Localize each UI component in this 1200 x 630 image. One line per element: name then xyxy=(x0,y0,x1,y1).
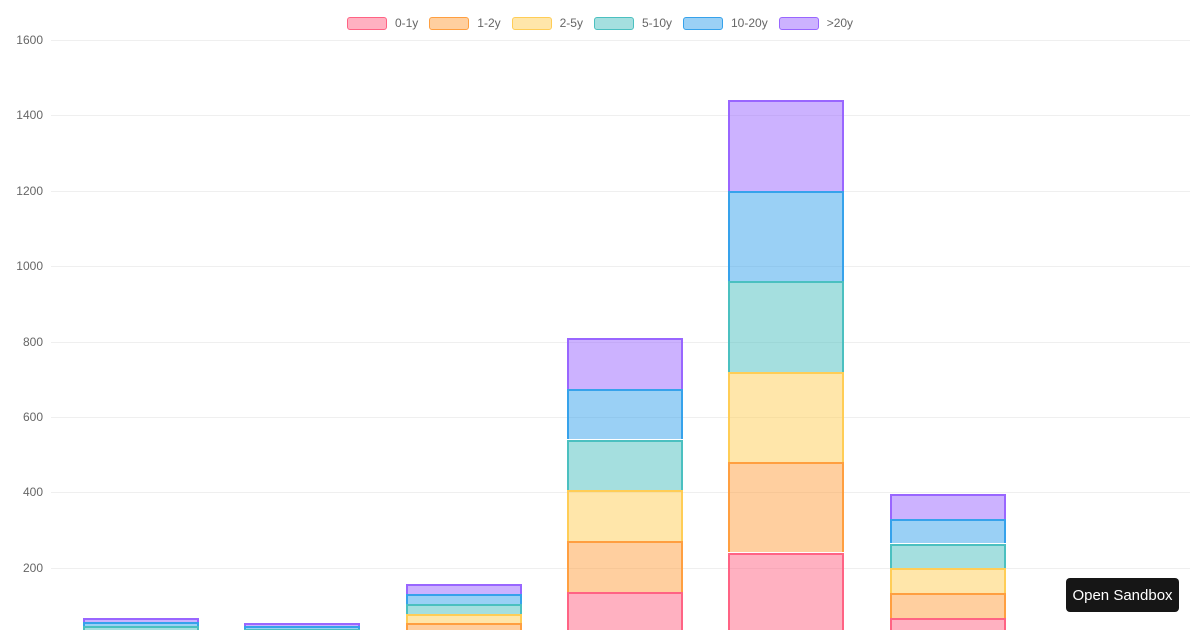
chart-legend: 0-1y 1-2y 2-5y 5-10y 10-20y >20y xyxy=(0,17,1200,30)
bar-segment->20y-bar2 xyxy=(244,622,361,626)
legend-swatch-icon xyxy=(429,17,470,30)
legend-swatch-icon xyxy=(593,17,634,30)
bar-segment-1-2y-bar4 xyxy=(567,541,683,593)
bar-segment->20y-bar4 xyxy=(567,337,683,389)
legend-label: 0-1y xyxy=(394,16,419,30)
open-sandbox-button[interactable]: Open Sandbox xyxy=(1066,578,1179,612)
bar-segment-5-10y-bar6 xyxy=(889,543,1006,569)
y-axis-tick-label: 1400 xyxy=(16,108,43,123)
y-axis-tick-label: 200 xyxy=(22,560,43,575)
bar-segment-10-20y-bar3 xyxy=(405,594,522,604)
bar-segment-1-2y-bar5 xyxy=(728,462,845,553)
bar-segment-5-10y-bar4 xyxy=(567,439,683,491)
legend-item-2-5y[interactable]: 2-5y xyxy=(511,16,583,30)
bar-segment-1-2y-bar6 xyxy=(889,593,1006,619)
bar-segment-1-2y-bar3 xyxy=(405,623,522,630)
bar-segment-10-20y-bar6 xyxy=(889,518,1006,544)
bar-segment->20y-bar5 xyxy=(728,100,845,191)
bar-segment-2-5y-bar6 xyxy=(889,568,1006,594)
legend-swatch-icon xyxy=(683,17,723,30)
y-axis-tick-label: 1600 xyxy=(16,33,43,47)
legend-item-5-10y[interactable]: 5-10y xyxy=(593,16,672,30)
y-axis-tick-label: 1200 xyxy=(16,183,43,198)
bar-segment-2-5y-bar4 xyxy=(567,490,683,542)
legend-label: 1-2y xyxy=(477,16,501,30)
bar-segment-2-5y-bar3 xyxy=(405,613,522,624)
legend-item-10-20y[interactable]: 10-20y xyxy=(683,17,768,30)
y-axis-tick-label: 600 xyxy=(22,409,43,424)
legend-label: >20y xyxy=(826,16,854,30)
bar-segment-10-20y-bar2 xyxy=(244,626,361,630)
bar-segment->20y-bar1 xyxy=(83,618,199,623)
legend-item-0-1y[interactable]: 0-1y xyxy=(346,16,419,30)
y-axis-tick-label: 400 xyxy=(22,485,43,500)
bar-segment->20y-bar6 xyxy=(889,493,1006,519)
legend-label: 5-10y xyxy=(641,16,672,30)
bar-segment-5-10y-bar3 xyxy=(405,603,522,614)
legend-swatch-icon xyxy=(346,17,387,30)
y-axis-tick-label: 1000 xyxy=(16,259,43,274)
y-axis-tick-label: 800 xyxy=(22,334,43,349)
bar-segment-0-1y-bar6 xyxy=(889,618,1006,630)
legend-label: 10-20y xyxy=(731,16,768,30)
bar-segment-0-1y-bar4 xyxy=(567,592,683,630)
legend-swatch-icon xyxy=(778,17,819,30)
legend-swatch-icon xyxy=(511,17,552,30)
bar-segment-10-20y-bar5 xyxy=(728,190,845,282)
gridline xyxy=(51,266,1190,268)
legend-item-1-2y[interactable]: 1-2y xyxy=(429,16,501,30)
bar-segment-2-5y-bar5 xyxy=(728,371,845,463)
bar-segment-5-10y-bar1 xyxy=(83,626,199,630)
bar-segment->20y-bar3 xyxy=(405,584,522,594)
legend-label: 2-5y xyxy=(559,16,583,30)
legend-item->20y[interactable]: >20y xyxy=(778,16,854,30)
gridline xyxy=(51,115,1190,117)
gridline xyxy=(51,40,1190,41)
bar-segment-10-20y-bar1 xyxy=(83,622,199,627)
bar-segment-0-1y-bar5 xyxy=(728,552,845,630)
bar-segment-5-10y-bar5 xyxy=(728,281,845,372)
bar-segment-10-20y-bar4 xyxy=(567,388,683,440)
gridline xyxy=(51,190,1190,192)
